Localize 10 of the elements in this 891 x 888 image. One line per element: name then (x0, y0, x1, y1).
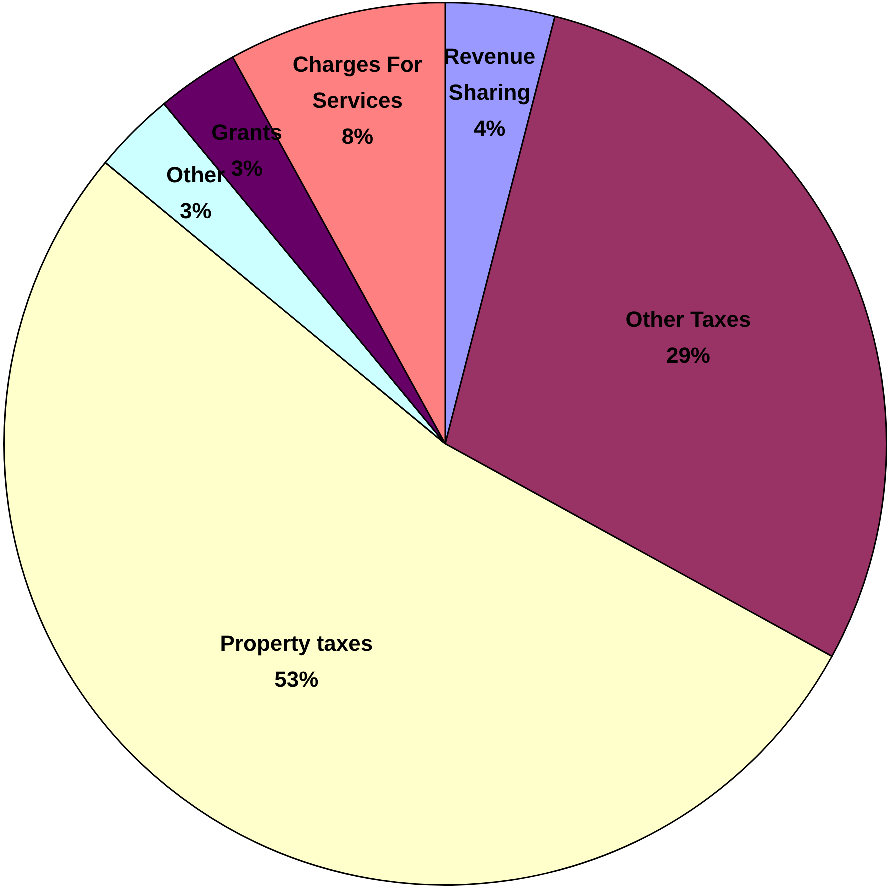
data-label: 8% (342, 124, 374, 150)
data-label: 53% (274, 667, 319, 692)
data-label: 29% (666, 342, 710, 368)
slice-label: Other (166, 162, 226, 188)
data-label: 3% (231, 156, 263, 182)
data-label: 4% (474, 116, 506, 141)
data-label: 3% (180, 198, 212, 224)
slice-label: Other Taxes (626, 306, 752, 332)
slice-label: Property taxes (220, 631, 374, 656)
slice-label: Charges For Services (292, 52, 423, 114)
